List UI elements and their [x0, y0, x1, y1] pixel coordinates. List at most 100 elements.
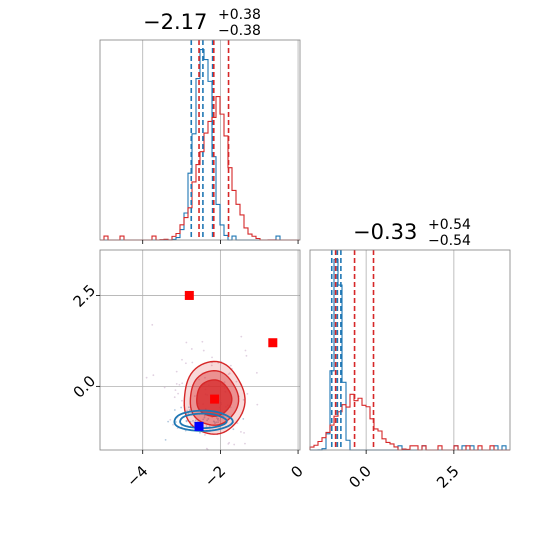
joint-blue-contour — [179, 412, 228, 429]
joint-sample-point — [199, 431, 201, 434]
marginal-y-title-upper: +0.54 — [428, 217, 471, 233]
joint-x-tick-label: −4 — [123, 462, 151, 490]
joint-sample-point — [145, 376, 148, 379]
joint-red-marker — [184, 290, 194, 300]
joint-sample-point — [190, 348, 193, 350]
joint-sample-point — [181, 382, 184, 385]
joint-blue-marker — [194, 421, 204, 431]
joint-sample-point — [169, 418, 172, 421]
joint-sample-point — [202, 418, 205, 421]
joint-sample-point — [213, 421, 216, 423]
joint-x-tick-label: −2 — [201, 462, 229, 490]
joint-sample-point — [192, 419, 194, 422]
joint-sample-point — [242, 398, 245, 401]
joint-sample-point — [242, 418, 245, 420]
joint-x-tick-label: 0 — [287, 462, 306, 481]
joint-sample-point — [229, 406, 232, 409]
joint-sample-point — [204, 376, 206, 379]
marginal-x-title-lower: −0.38 — [218, 23, 261, 39]
joint-sample-point — [185, 341, 188, 344]
joint-sample-point — [174, 389, 177, 392]
joint-sample-point — [244, 442, 246, 445]
joint-red-marker — [268, 338, 278, 348]
joint-y-tick-label: 0.0 — [70, 372, 100, 402]
joint-y-tick-label: 2.5 — [70, 281, 100, 311]
joint-sample-point — [202, 349, 205, 352]
joint-sample-point — [167, 420, 170, 423]
joint-sample-point — [151, 323, 154, 326]
joint-sample-point — [188, 406, 190, 409]
joint-sample-point — [223, 381, 226, 383]
joint-frame — [99, 249, 301, 451]
joint-sample-point — [229, 364, 232, 367]
joint-sample-point — [203, 414, 206, 417]
joint-red-marker — [210, 394, 220, 404]
joint-sample-point — [228, 441, 231, 444]
joint-sample-point — [255, 371, 258, 374]
joint-scatter-panel: −4 −2 0 0.0 2.5 — [70, 249, 307, 490]
joint-sample-point — [188, 409, 191, 412]
marginal-y-tick-label: 0.0 — [345, 462, 375, 492]
joint-sample-point — [218, 419, 221, 422]
joint-sample-point — [173, 409, 176, 411]
joint-sample-point — [210, 364, 213, 367]
joint-sample-point — [175, 370, 178, 373]
joint-sample-point — [163, 386, 166, 389]
joint-sample-point — [211, 356, 213, 359]
joint-sample-point — [191, 361, 194, 364]
marginal-y-series-blue-histogram — [310, 258, 510, 451]
joint-sample-point — [178, 383, 181, 386]
joint-sample-point — [240, 335, 243, 338]
joint-sample-point — [215, 421, 218, 424]
joint-sample-point — [181, 358, 183, 361]
joint-sample-point — [217, 421, 219, 424]
marginal-y-title-value: −0.33 — [353, 220, 418, 244]
joint-sample-point — [228, 372, 231, 375]
marginal-x-title-upper: +0.38 — [218, 7, 261, 23]
joint-sample-point — [244, 349, 247, 352]
joint-sample-point — [256, 403, 259, 406]
joint-sample-point — [232, 428, 235, 431]
joint-sample-point — [193, 395, 196, 397]
joint-sample-point — [175, 421, 177, 423]
joint-blue-contour — [173, 409, 234, 432]
joint-sample-point — [203, 416, 206, 419]
joint-sample-point — [186, 409, 189, 412]
joint-sample-point — [235, 380, 238, 383]
joint-sample-point — [152, 374, 155, 377]
marginal-x-frame — [99, 39, 301, 241]
marginal-x-series-blue-histogram — [100, 48, 300, 241]
joint-sample-point — [243, 431, 245, 434]
marginal-y-histogram-panel: 0.0 2.5 — [309, 249, 511, 492]
joint-sample-point — [204, 434, 206, 436]
joint-sample-point — [185, 419, 188, 422]
marginal-y-tick-label: 2.5 — [433, 462, 463, 492]
joint-sample-point — [207, 417, 210, 420]
joint-sample-point — [194, 419, 197, 422]
marginal-x-title-value: −2.17 — [143, 10, 208, 34]
marginal-x-series-red-histogram — [100, 96, 300, 241]
joint-sample-point — [206, 419, 208, 422]
joint-sample-point — [184, 362, 187, 365]
joint-sample-point — [198, 378, 200, 381]
joint-sample-point — [246, 392, 249, 395]
joint-sample-point — [217, 418, 220, 420]
joint-sample-point — [233, 443, 236, 446]
marginal-y-series-red-histogram — [309, 393, 510, 451]
joint-sample-point — [180, 406, 183, 409]
marginal-y-frame — [309, 249, 511, 451]
joint-sample-point — [175, 382, 178, 385]
joint-sample-point — [245, 354, 248, 357]
marginal-y-title: −0.33 +0.54 −0.54 — [353, 218, 483, 252]
joint-sample-point — [205, 425, 208, 427]
joint-sample-point — [201, 340, 204, 343]
joint-sample-point — [177, 392, 180, 395]
joint-sample-point — [181, 399, 183, 402]
marginal-x-histogram-panel — [99, 39, 301, 244]
joint-sample-point — [173, 396, 176, 399]
joint-sample-point — [215, 417, 218, 419]
joint-sample-point — [236, 422, 239, 425]
joint-sample-point — [172, 423, 174, 426]
joint-sample-point — [164, 438, 167, 441]
